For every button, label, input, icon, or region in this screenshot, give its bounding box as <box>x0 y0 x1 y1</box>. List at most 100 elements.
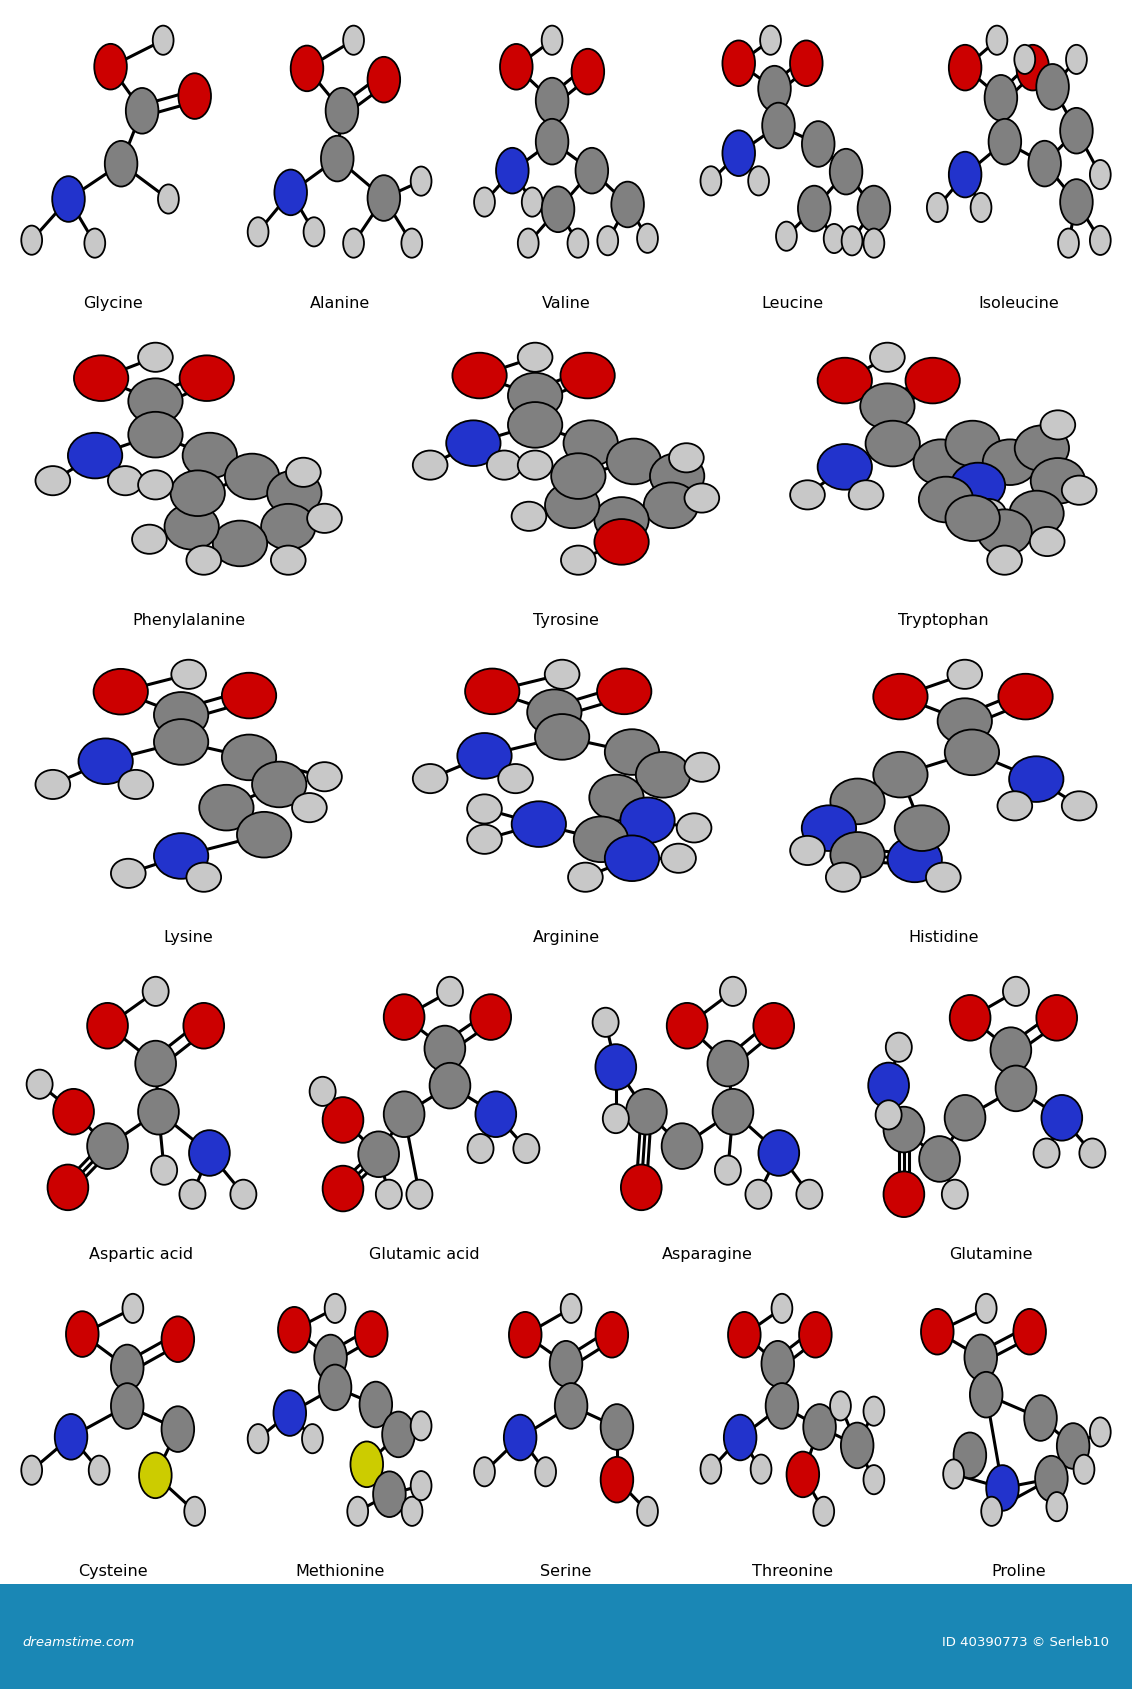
Circle shape <box>876 1101 901 1130</box>
Circle shape <box>595 1312 628 1358</box>
Circle shape <box>468 1135 494 1164</box>
Circle shape <box>864 230 884 258</box>
Circle shape <box>620 1165 661 1211</box>
Circle shape <box>804 1404 835 1449</box>
Circle shape <box>411 167 431 196</box>
Circle shape <box>873 752 927 797</box>
Circle shape <box>248 1424 268 1454</box>
Circle shape <box>1057 1424 1089 1469</box>
Circle shape <box>544 483 599 529</box>
Circle shape <box>942 1181 968 1209</box>
Circle shape <box>522 189 542 218</box>
Circle shape <box>611 182 644 228</box>
Circle shape <box>78 740 132 785</box>
Text: Tyrosine: Tyrosine <box>533 613 599 627</box>
Circle shape <box>138 343 173 373</box>
Circle shape <box>252 762 307 807</box>
Circle shape <box>291 47 324 93</box>
Circle shape <box>944 1096 985 1142</box>
Circle shape <box>199 785 254 831</box>
Circle shape <box>976 1294 996 1322</box>
Circle shape <box>185 1496 205 1525</box>
Circle shape <box>138 471 173 500</box>
Circle shape <box>722 132 755 177</box>
Circle shape <box>267 471 321 517</box>
Circle shape <box>128 378 182 424</box>
Circle shape <box>677 814 711 843</box>
Circle shape <box>661 1123 702 1169</box>
Circle shape <box>231 1181 256 1209</box>
Circle shape <box>799 1312 832 1358</box>
Circle shape <box>307 505 342 534</box>
Circle shape <box>182 434 237 480</box>
Circle shape <box>745 1181 772 1209</box>
Circle shape <box>817 444 872 490</box>
Circle shape <box>128 412 182 458</box>
Circle shape <box>831 833 885 878</box>
Circle shape <box>261 505 316 551</box>
Circle shape <box>983 441 1037 486</box>
Circle shape <box>271 546 306 576</box>
Circle shape <box>708 1040 748 1086</box>
Circle shape <box>977 510 1031 556</box>
Circle shape <box>701 1454 721 1485</box>
Circle shape <box>964 1334 997 1380</box>
Circle shape <box>1010 491 1064 537</box>
Circle shape <box>860 383 915 429</box>
Circle shape <box>728 1312 761 1358</box>
Circle shape <box>94 46 127 91</box>
Circle shape <box>593 1008 618 1037</box>
Circle shape <box>535 120 568 166</box>
Circle shape <box>1040 410 1075 441</box>
Circle shape <box>471 995 511 1040</box>
Circle shape <box>597 669 651 714</box>
Circle shape <box>572 49 604 95</box>
Circle shape <box>457 733 512 779</box>
Circle shape <box>487 451 522 480</box>
Circle shape <box>307 763 342 792</box>
Circle shape <box>1046 1491 1067 1522</box>
Circle shape <box>637 1496 658 1525</box>
Text: Glycine: Glycine <box>84 296 143 311</box>
Circle shape <box>74 356 128 402</box>
Text: Aspartic acid: Aspartic acid <box>89 1246 194 1262</box>
Circle shape <box>1080 1138 1106 1169</box>
Circle shape <box>971 500 1006 529</box>
Text: Cysteine: Cysteine <box>78 1562 148 1578</box>
Text: Threonine: Threonine <box>752 1562 833 1578</box>
Circle shape <box>535 1458 556 1486</box>
Circle shape <box>790 481 825 510</box>
Circle shape <box>919 478 974 524</box>
Circle shape <box>474 1458 495 1486</box>
Circle shape <box>368 57 400 103</box>
Circle shape <box>303 218 325 247</box>
Circle shape <box>360 1382 392 1427</box>
Circle shape <box>926 863 961 892</box>
Text: Alanine: Alanine <box>309 296 370 311</box>
Circle shape <box>1024 1395 1057 1441</box>
Circle shape <box>858 186 890 231</box>
Circle shape <box>1066 46 1087 74</box>
Circle shape <box>772 1294 792 1322</box>
Circle shape <box>620 797 675 843</box>
Circle shape <box>830 150 863 196</box>
Circle shape <box>126 90 158 135</box>
Circle shape <box>754 1003 794 1049</box>
Circle shape <box>274 171 307 216</box>
Circle shape <box>790 836 825 865</box>
Circle shape <box>758 1130 799 1176</box>
Circle shape <box>504 1415 537 1461</box>
Circle shape <box>468 796 501 824</box>
Circle shape <box>1013 1309 1046 1355</box>
Circle shape <box>1031 459 1086 505</box>
Circle shape <box>384 1091 424 1137</box>
Circle shape <box>720 978 746 1007</box>
Circle shape <box>949 46 981 91</box>
Circle shape <box>830 1392 851 1420</box>
Circle shape <box>136 1040 177 1086</box>
Circle shape <box>542 187 574 233</box>
Circle shape <box>158 186 179 215</box>
Circle shape <box>787 1453 820 1498</box>
Circle shape <box>685 753 719 782</box>
Circle shape <box>513 1135 540 1164</box>
